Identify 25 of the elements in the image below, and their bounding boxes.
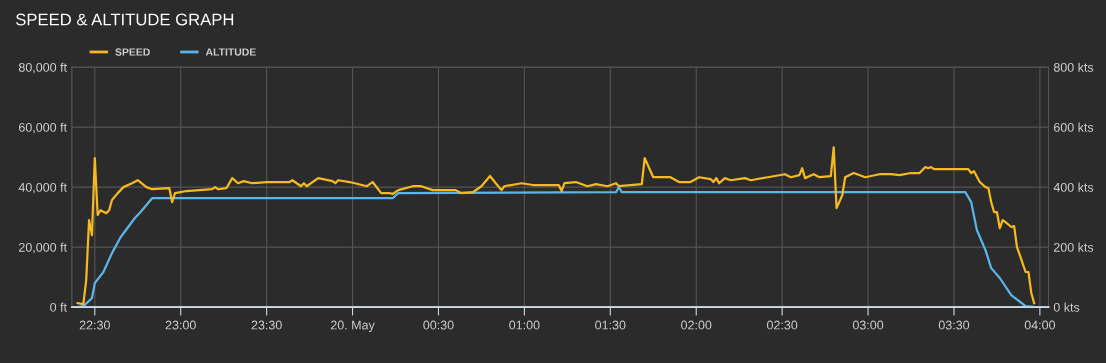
y2-tick-label: 800 kts [1053,62,1094,72]
y2-tick-label: 0 kts [1053,302,1080,312]
y-tick-label: 40,000 ft [18,182,67,194]
y2-tick-label: 400 kts [1053,182,1094,192]
chart-title: SPEED & ALTITUDE GRAPH [16,13,234,26]
x-tick-label: 03:30 [938,320,970,330]
x-tick-label: 22:30 [79,320,110,330]
y-tick-label: 60,000 ft [19,122,67,134]
y-tick-label: 20,000 ft [19,242,67,254]
x-tick-label: 20. May [330,320,375,332]
y-tick-label: 80,000 ft [18,62,67,74]
y2-tick-label: 200 kts [1053,242,1094,252]
x-tick-label: 02:30 [766,320,798,330]
legend-label: SPEED [115,48,150,56]
x-tick-label: 00:30 [423,320,454,330]
x-tick-label: 01:30 [595,320,626,330]
x-tick-label: 23:30 [251,320,282,330]
legend-label: ALTITUDE [205,48,256,56]
x-tick-label: 23:00 [165,320,196,330]
x-tick-label: 01:00 [509,320,540,330]
y2-tick-label: 600 kts [1053,122,1094,132]
x-tick-label: 04:00 [1024,320,1056,330]
y-tick-label: 0 ft [50,302,67,312]
x-tick-label: 03:00 [852,320,884,330]
x-tick-label: 02:00 [681,320,712,330]
